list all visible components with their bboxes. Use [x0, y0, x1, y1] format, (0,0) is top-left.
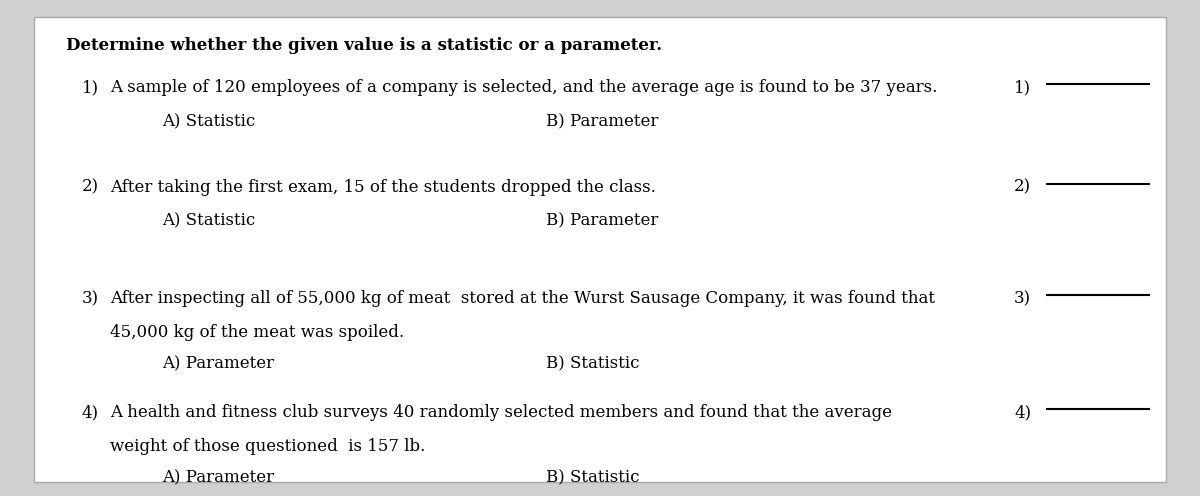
Text: 1): 1)	[1014, 79, 1031, 96]
Text: 45,000 kg of the meat was spoiled.: 45,000 kg of the meat was spoiled.	[110, 324, 404, 341]
Text: 4): 4)	[1014, 404, 1031, 421]
Text: B) Statistic: B) Statistic	[546, 469, 640, 486]
Text: 3): 3)	[82, 290, 98, 307]
Text: A) Parameter: A) Parameter	[162, 469, 274, 486]
Text: weight of those questioned  is 157 lb.: weight of those questioned is 157 lb.	[110, 438, 426, 455]
Text: B) Statistic: B) Statistic	[546, 355, 640, 372]
Text: After taking the first exam, 15 of the students dropped the class.: After taking the first exam, 15 of the s…	[110, 179, 656, 195]
Text: 4): 4)	[82, 404, 98, 421]
Text: 3): 3)	[1014, 290, 1031, 307]
Text: A health and fitness club surveys 40 randomly selected members and found that th: A health and fitness club surveys 40 ran…	[110, 404, 893, 421]
Text: B) Parameter: B) Parameter	[546, 113, 659, 130]
Text: A) Statistic: A) Statistic	[162, 113, 256, 130]
Text: After inspecting all of 55,000 kg of meat  stored at the Wurst Sausage Company, : After inspecting all of 55,000 kg of mea…	[110, 290, 936, 307]
FancyBboxPatch shape	[34, 17, 1166, 482]
Text: 2): 2)	[82, 179, 98, 195]
Text: 1): 1)	[82, 79, 98, 96]
Text: B) Parameter: B) Parameter	[546, 212, 659, 229]
Text: 2): 2)	[1014, 179, 1031, 195]
Text: A sample of 120 employees of a company is selected, and the average age is found: A sample of 120 employees of a company i…	[110, 79, 937, 96]
Text: Determine whether the given value is a statistic or a parameter.: Determine whether the given value is a s…	[66, 37, 662, 54]
Text: A) Parameter: A) Parameter	[162, 355, 274, 372]
Text: A) Statistic: A) Statistic	[162, 212, 256, 229]
